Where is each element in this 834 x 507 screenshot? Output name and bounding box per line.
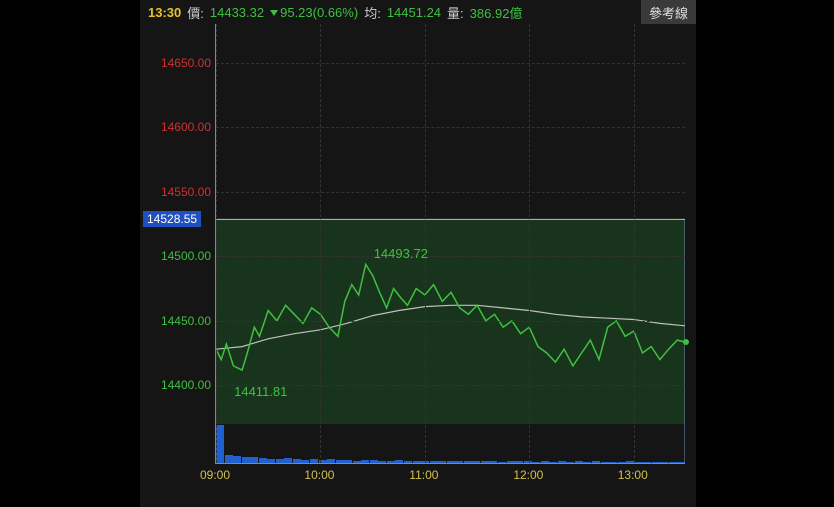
volume-bar <box>336 460 344 463</box>
x-axis-label: 09:00 <box>200 468 230 482</box>
vgrid-line <box>529 24 530 463</box>
volume-bar <box>327 459 335 463</box>
volume-bar <box>259 458 267 463</box>
volume-bar <box>643 462 651 463</box>
volume-bar <box>464 461 472 463</box>
volume-bar <box>404 461 412 463</box>
volume-bar <box>583 462 591 463</box>
hgrid-line <box>216 127 685 128</box>
volume-bars <box>216 423 685 463</box>
x-axis-label: 12:00 <box>513 468 543 482</box>
volume-bar <box>549 462 557 463</box>
y-axis-label: 14650.00 <box>161 56 211 70</box>
volume-bar <box>276 459 284 463</box>
volume-bar <box>293 459 301 463</box>
vgrid-line <box>425 24 426 463</box>
volume-bar <box>387 461 395 463</box>
volume-bar <box>566 462 574 463</box>
volume-bar <box>635 462 643 463</box>
volume-bar <box>498 462 506 463</box>
x-axis-label: 11:00 <box>409 468 438 482</box>
volume-bar <box>395 460 403 463</box>
volume-bar <box>438 461 446 463</box>
volume-bar <box>413 461 421 463</box>
x-axis-label: 10:00 <box>304 468 334 482</box>
price-value: 14433.32 <box>210 5 264 20</box>
x-axis-label: 13:00 <box>618 468 648 482</box>
volume-bar <box>481 461 489 463</box>
vol-label: 量: <box>447 3 464 22</box>
volume-bar <box>233 456 241 463</box>
volume-bar <box>609 462 617 463</box>
volume-bar <box>430 461 438 463</box>
hgrid-line <box>216 63 685 64</box>
volume-bar <box>370 460 378 463</box>
volume-bar <box>532 462 540 463</box>
price-annotation: 14493.72 <box>374 246 428 261</box>
hgrid-line <box>216 256 685 257</box>
y-axis-label: 14400.00 <box>161 378 211 392</box>
change-value: 95.23(0.66%) <box>270 5 358 20</box>
volume-bar <box>575 461 583 463</box>
volume-bar <box>541 461 549 463</box>
volume-bar <box>592 461 600 463</box>
volume-bar <box>660 462 668 463</box>
volume-bar <box>447 461 455 463</box>
volume-bar <box>225 455 233 463</box>
y-axis-label: 14500.00 <box>161 249 211 263</box>
y-axis-label: 14450.00 <box>161 314 211 328</box>
volume-bar <box>455 461 463 463</box>
volume-bar <box>677 462 685 463</box>
volume-bar <box>361 460 369 463</box>
chart-container: 13:30 價: 14433.32 95.23(0.66%) 均: 14451.… <box>140 0 696 507</box>
volume-bar <box>310 459 318 463</box>
volume-bar <box>284 458 292 463</box>
volume-bar <box>652 462 660 463</box>
avg-label: 均: <box>364 3 381 22</box>
vgrid-line <box>216 24 217 463</box>
volume-bar <box>669 462 677 463</box>
y-axis-label: 14550.00 <box>161 185 211 199</box>
time-value: 13:30 <box>148 5 181 20</box>
volume-bar <box>618 462 626 463</box>
volume-bar <box>267 459 275 463</box>
volume-bar <box>489 461 497 463</box>
volume-bar <box>344 460 352 463</box>
volume-bar <box>353 461 361 463</box>
down-arrow-icon <box>270 10 278 16</box>
volume-bar <box>507 461 515 463</box>
vol-value: 386.92億 <box>470 3 523 22</box>
volume-bar <box>301 460 309 463</box>
volume-bar <box>524 461 532 463</box>
info-header: 13:30 價: 14433.32 95.23(0.66%) 均: 14451.… <box>140 0 696 24</box>
volume-bar <box>601 462 609 463</box>
reference-line-badge: 14528.55 <box>143 211 201 227</box>
vgrid-line <box>320 24 321 463</box>
reference-line-button[interactable]: 參考線 <box>641 0 696 24</box>
chart-area[interactable]: 14493.72 14411.81 14400.00 14450.00 14500.0… <box>140 24 696 490</box>
price-label: 價: <box>187 3 204 22</box>
hgrid-line <box>216 321 685 322</box>
y-axis-label: 14600.00 <box>161 120 211 134</box>
vgrid-line <box>634 24 635 463</box>
avg-value: 14451.24 <box>387 5 441 20</box>
volume-bar <box>250 457 258 463</box>
volume-bar <box>515 461 523 463</box>
volume-bar <box>242 457 250 463</box>
plot-region: 14493.72 14411.81 <box>215 24 685 464</box>
price-annotation: 14411.81 <box>234 384 287 399</box>
volume-bar <box>472 461 480 463</box>
volume-bar <box>558 461 566 463</box>
volume-bar <box>216 425 224 463</box>
reference-line-label: 參考線 <box>649 3 688 22</box>
current-price-dot <box>683 339 689 345</box>
hgrid-line <box>216 192 685 193</box>
volume-bar <box>378 461 386 463</box>
